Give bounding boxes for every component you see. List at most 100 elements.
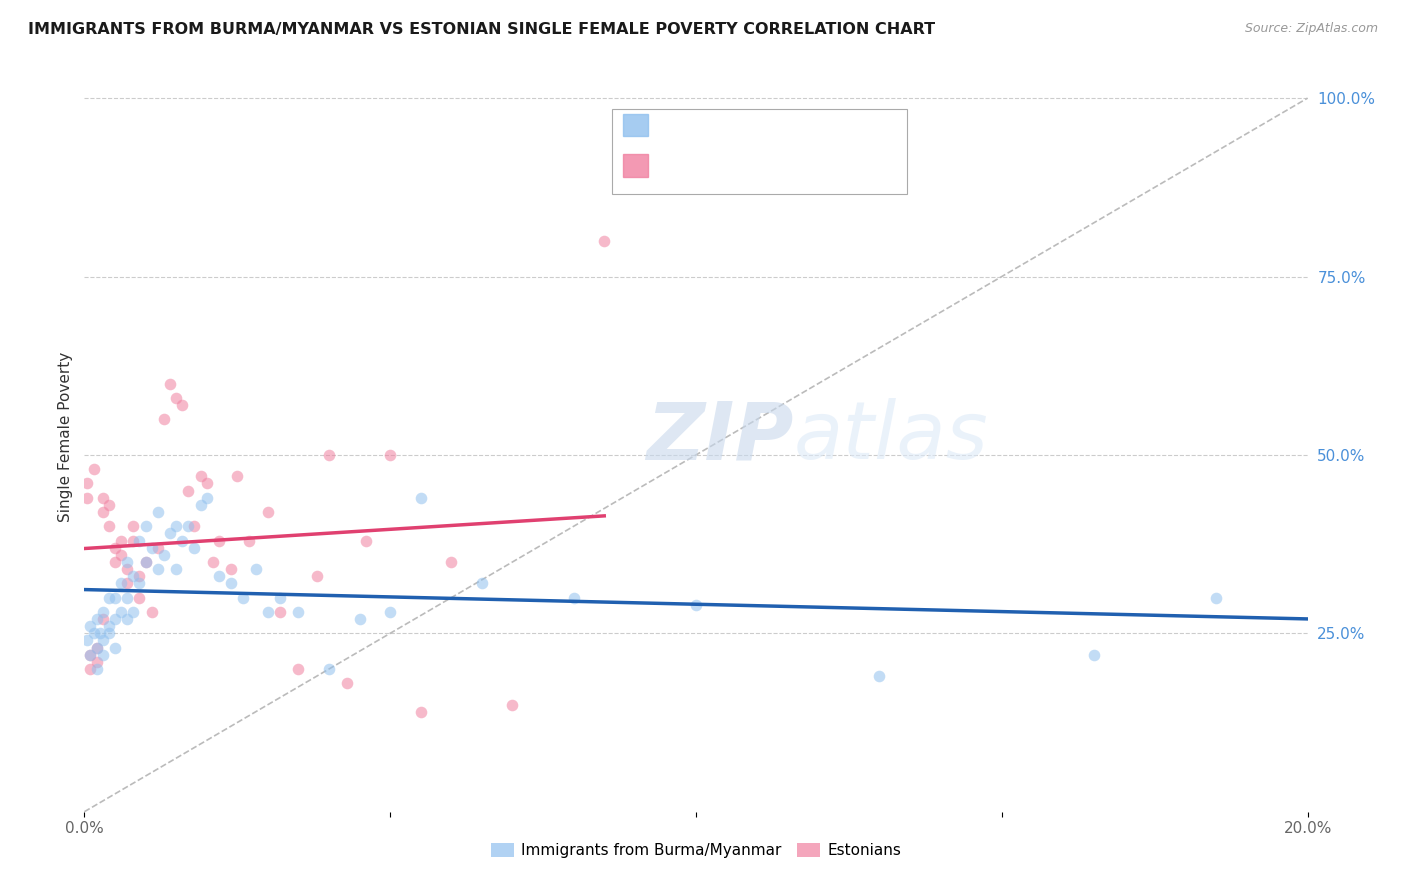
Point bbox=[269, 605, 291, 619]
Point bbox=[141, 605, 163, 619]
Point bbox=[318, 662, 340, 676]
Point bbox=[201, 555, 224, 569]
Point bbox=[380, 605, 402, 619]
Point bbox=[190, 469, 212, 483]
Point bbox=[135, 519, 157, 533]
Point bbox=[165, 519, 187, 533]
Point bbox=[122, 533, 145, 548]
Point bbox=[91, 605, 114, 619]
Point bbox=[177, 483, 200, 498]
Text: ZIP: ZIP bbox=[647, 398, 794, 476]
Point bbox=[79, 648, 101, 662]
Point bbox=[86, 612, 108, 626]
Point bbox=[122, 519, 145, 533]
Point bbox=[79, 662, 101, 676]
Point bbox=[86, 655, 108, 669]
Point bbox=[502, 698, 524, 712]
Point bbox=[172, 533, 194, 548]
Point bbox=[79, 648, 101, 662]
Point bbox=[562, 591, 585, 605]
Text: R =: R = bbox=[657, 161, 693, 178]
Point bbox=[1083, 648, 1105, 662]
Point bbox=[685, 598, 707, 612]
Point bbox=[97, 498, 120, 512]
Point bbox=[269, 591, 291, 605]
Point bbox=[115, 612, 138, 626]
Point bbox=[104, 612, 127, 626]
Point bbox=[159, 526, 181, 541]
Point bbox=[91, 648, 114, 662]
Point bbox=[153, 548, 176, 562]
Point bbox=[86, 640, 108, 655]
Point bbox=[91, 633, 114, 648]
Point bbox=[165, 391, 187, 405]
Point bbox=[104, 640, 127, 655]
Point bbox=[195, 476, 218, 491]
Point bbox=[471, 576, 494, 591]
Point bbox=[226, 469, 249, 483]
Point bbox=[110, 576, 132, 591]
Y-axis label: Single Female Poverty: Single Female Poverty bbox=[58, 352, 73, 522]
Point bbox=[97, 519, 120, 533]
Point bbox=[128, 576, 150, 591]
Point bbox=[153, 412, 176, 426]
Point bbox=[91, 612, 114, 626]
Point bbox=[177, 519, 200, 533]
Text: N =: N = bbox=[759, 161, 807, 178]
Point bbox=[141, 541, 163, 555]
Point bbox=[97, 626, 120, 640]
Point bbox=[83, 626, 105, 640]
Point bbox=[409, 491, 432, 505]
Text: 0.055: 0.055 bbox=[688, 120, 740, 137]
Point bbox=[219, 562, 242, 576]
Point bbox=[110, 605, 132, 619]
Point bbox=[219, 576, 242, 591]
Point bbox=[440, 555, 463, 569]
Point bbox=[104, 591, 127, 605]
Point bbox=[409, 705, 432, 719]
Point bbox=[89, 626, 111, 640]
Point bbox=[128, 569, 150, 583]
Point bbox=[86, 640, 108, 655]
Point bbox=[287, 605, 309, 619]
Point bbox=[122, 605, 145, 619]
Point bbox=[115, 555, 138, 569]
Point bbox=[349, 612, 371, 626]
Point bbox=[110, 533, 132, 548]
Point bbox=[146, 562, 169, 576]
Point bbox=[97, 591, 120, 605]
Point bbox=[122, 569, 145, 583]
Point bbox=[305, 569, 328, 583]
Point bbox=[128, 533, 150, 548]
Point bbox=[115, 591, 138, 605]
Point bbox=[183, 541, 205, 555]
Point bbox=[1205, 591, 1227, 605]
Point bbox=[146, 541, 169, 555]
Point bbox=[190, 498, 212, 512]
Text: Source: ZipAtlas.com: Source: ZipAtlas.com bbox=[1244, 22, 1378, 36]
Point bbox=[257, 605, 280, 619]
Point bbox=[593, 234, 616, 248]
Point bbox=[110, 548, 132, 562]
Point bbox=[208, 569, 231, 583]
Text: N =: N = bbox=[759, 120, 807, 137]
Point bbox=[146, 505, 169, 519]
Point bbox=[91, 505, 114, 519]
Text: R =: R = bbox=[657, 120, 693, 137]
Point bbox=[336, 676, 359, 690]
Point bbox=[195, 491, 218, 505]
Point bbox=[257, 505, 280, 519]
Text: atlas: atlas bbox=[794, 398, 988, 476]
Point bbox=[86, 662, 108, 676]
Text: 57: 57 bbox=[807, 120, 830, 137]
Point bbox=[238, 533, 260, 548]
Point bbox=[97, 619, 120, 633]
Point bbox=[287, 662, 309, 676]
Text: 0.594: 0.594 bbox=[688, 161, 740, 178]
Point bbox=[76, 476, 98, 491]
Legend: Immigrants from Burma/Myanmar, Estonians: Immigrants from Burma/Myanmar, Estonians bbox=[485, 837, 907, 864]
Point bbox=[115, 576, 138, 591]
Point bbox=[135, 555, 157, 569]
Point bbox=[318, 448, 340, 462]
Point bbox=[183, 519, 205, 533]
